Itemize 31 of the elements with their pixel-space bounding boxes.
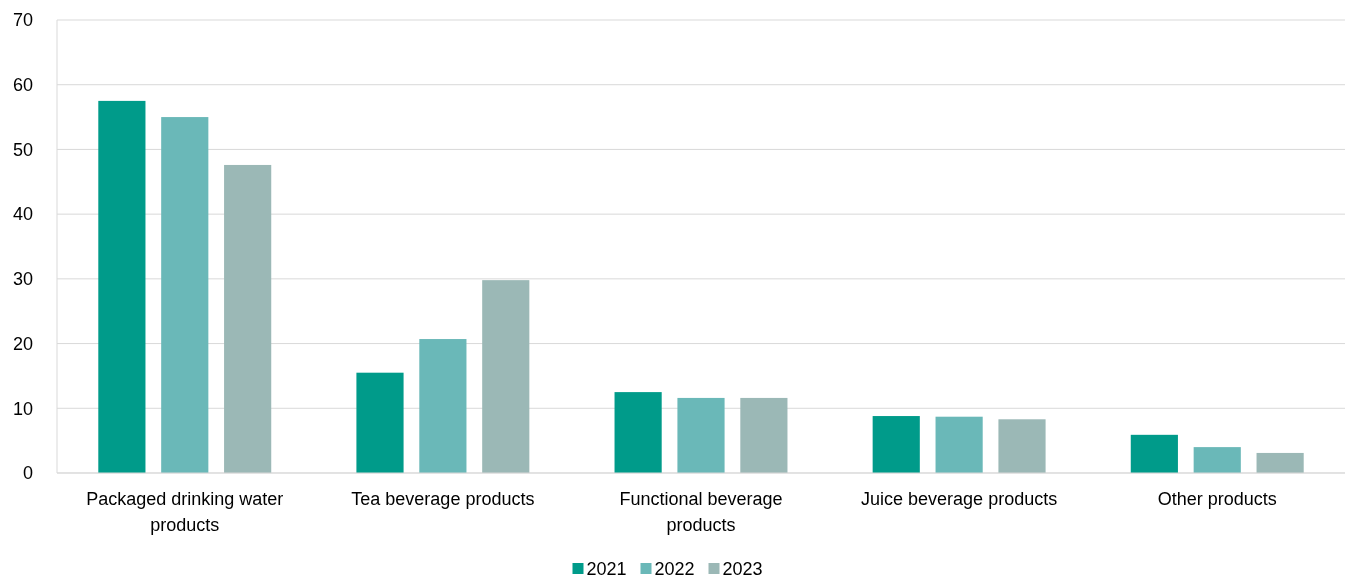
bar <box>872 416 920 473</box>
bar <box>1130 434 1178 473</box>
y-tick-label: 20 <box>12 333 33 354</box>
x-tick-label: Functional beverage products <box>619 489 783 535</box>
bar <box>98 100 146 473</box>
bar <box>998 419 1046 473</box>
bar <box>1193 447 1241 473</box>
x-tick-label: Juice beverage products <box>861 489 1058 509</box>
x-tick-label: Other products <box>1157 489 1277 509</box>
bar <box>482 280 530 473</box>
bar <box>224 164 272 473</box>
x-tick-label: Tea beverage products <box>351 489 535 509</box>
y-tick-label: 70 <box>12 10 33 31</box>
y-tick-label: 30 <box>12 269 33 290</box>
legend-label: 2023 <box>722 559 763 579</box>
bar <box>161 117 209 473</box>
y-tick-label: 40 <box>12 204 33 225</box>
bar <box>677 397 725 473</box>
y-tick-label: 10 <box>12 398 33 419</box>
x-tick-label: Packaged drinking water products <box>86 489 284 535</box>
bar <box>614 392 662 473</box>
y-tick-label: 50 <box>12 139 33 160</box>
bar <box>740 397 788 473</box>
bar <box>356 372 404 473</box>
bar <box>419 339 467 473</box>
bar <box>1256 452 1304 473</box>
legend-label: 2021 <box>586 559 627 579</box>
legend-label: 2022 <box>654 559 695 579</box>
y-tick-label: 0 <box>22 463 33 484</box>
bar <box>935 416 983 473</box>
y-tick-label: 60 <box>12 75 33 96</box>
